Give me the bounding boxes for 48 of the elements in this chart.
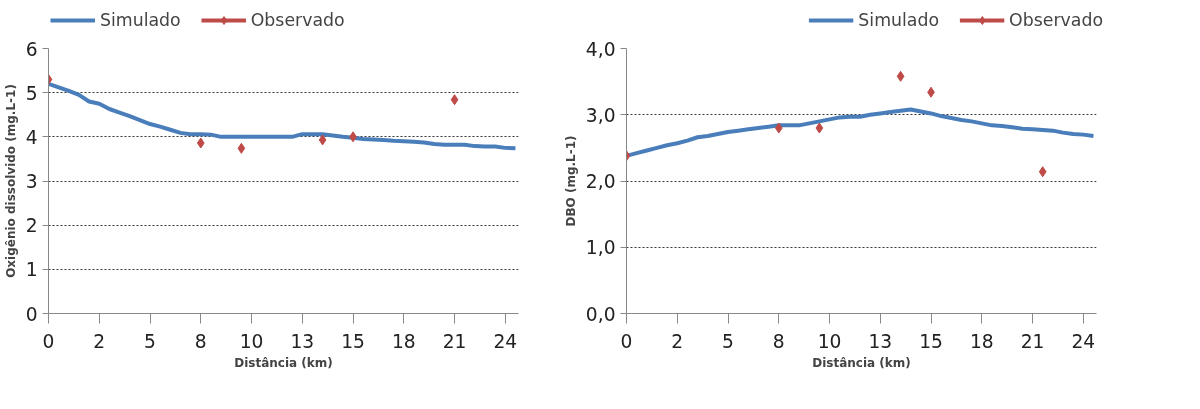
point — [1038, 166, 1047, 178]
point — [237, 142, 246, 154]
x-tick-label: 5 — [722, 330, 734, 352]
y-tick-label: 3,0 — [585, 104, 616, 126]
x-tick-label: 0 — [42, 330, 55, 352]
y-tick-label: 2,0 — [585, 171, 616, 192]
x-tick-label: 13 — [290, 330, 315, 352]
legend-label: Observado — [1009, 10, 1103, 30]
point — [450, 94, 459, 106]
x-tick-label: 8 — [194, 330, 207, 352]
y-tick-label: 3 — [25, 171, 38, 192]
y-tick-label: 1,0 — [585, 237, 616, 259]
y-tick-label: 4 — [25, 126, 38, 148]
point — [815, 122, 824, 134]
x-axis-title: Distância (km) — [812, 355, 911, 370]
y-tick-label: 5 — [25, 82, 38, 104]
y-tick-label: 2 — [25, 215, 38, 237]
point — [318, 134, 327, 146]
x-axis-title: Distância (km) — [234, 355, 333, 370]
point — [774, 122, 783, 134]
x-tick-label: 0 — [620, 330, 633, 352]
legend-label: Observado — [250, 10, 345, 30]
x-tick-label: 24 — [493, 330, 518, 352]
x-tick-label: 18 — [391, 330, 416, 352]
x-tick-label: 18 — [969, 330, 994, 352]
y-tick-label: 0,0 — [585, 303, 616, 325]
x-tick-label: 10 — [239, 330, 264, 352]
x-tick-label: 13 — [868, 330, 893, 352]
x-tick-label: 15 — [919, 330, 943, 352]
point — [196, 137, 205, 149]
y-tick-label: 4,0 — [585, 38, 616, 60]
x-tick-label: 21 — [1020, 330, 1045, 352]
y-axis-title: DBO (mg.L-1) — [563, 135, 578, 227]
x-tick-label: 10 — [817, 330, 842, 352]
legend-label: Simulado — [100, 10, 181, 30]
x-tick-label: 2 — [93, 330, 106, 352]
point — [896, 70, 905, 82]
x-tick-label: 5 — [144, 330, 156, 352]
x-tick-label: 21 — [442, 330, 467, 352]
y-tick-label: 0 — [25, 303, 38, 325]
y-axis-title: Oxigênio dissolvido (mg.L-1) — [3, 84, 18, 278]
legend-label: Simulado — [858, 10, 940, 30]
x-tick-label: 24 — [1071, 330, 1096, 352]
x-tick-label: 15 — [341, 330, 365, 352]
y-tick-label: 6 — [25, 38, 38, 60]
x-tick-label: 2 — [671, 330, 684, 352]
x-tick-label: 8 — [772, 330, 785, 352]
y-tick-label: 1 — [25, 259, 38, 281]
